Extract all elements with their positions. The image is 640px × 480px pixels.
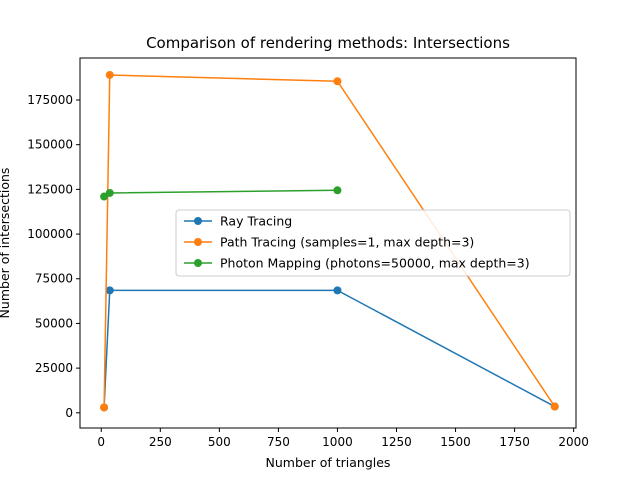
x-tick-label: 1750 [499, 435, 530, 449]
legend-box [175, 209, 571, 277]
data-point [333, 77, 342, 86]
y-tick-label: 75000 [35, 272, 73, 286]
x-tick-label: 1500 [440, 435, 471, 449]
y-axis-label: Number of intersections [0, 168, 12, 319]
y-tick-label: 0 [65, 406, 73, 420]
data-point [333, 286, 342, 295]
y-tick-label: 25000 [35, 361, 73, 375]
x-axis: 0 250 500 750 1000 1250 1500 1750 2000 [97, 428, 589, 449]
x-tick-label: 1250 [381, 435, 412, 449]
data-point [550, 402, 559, 411]
data-point [333, 186, 342, 195]
legend-swatch-marker [194, 217, 202, 225]
y-tick-label: 50000 [35, 316, 73, 330]
x-tick-label: 1000 [322, 435, 353, 449]
legend-swatch-marker [194, 259, 202, 267]
legend-label: Photon Mapping (photons=50000, max depth… [220, 256, 530, 271]
x-tick-label: 2000 [558, 435, 589, 449]
x-tick-label: 250 [149, 435, 172, 449]
data-point [105, 188, 114, 197]
series-2 [100, 186, 342, 201]
y-tick-label: 175000 [27, 93, 73, 107]
x-axis-label: Number of triangles [266, 455, 391, 470]
legend-swatch-marker [194, 238, 202, 246]
legend: Ray Tracing Path Tracing (samples=1, max … [175, 209, 571, 277]
legend-label: Ray Tracing [220, 214, 292, 229]
data-point [105, 286, 114, 295]
legend-label: Path Tracing (samples=1, max depth=3) [220, 235, 474, 250]
data-point [105, 70, 114, 79]
chart-title: Comparison of rendering methods: Interse… [146, 34, 510, 52]
x-tick-label: 750 [267, 435, 290, 449]
x-tick-label: 500 [208, 435, 231, 449]
axes-frame [79, 57, 577, 429]
data-point [100, 403, 109, 412]
y-tick-label: 100000 [27, 227, 73, 241]
series-line [103, 289, 556, 408]
y-axis: 0 25000 50000 75000 100000 125000 150000 175000 [27, 93, 80, 420]
x-tick-label: 0 [97, 435, 105, 449]
y-tick-label: 150000 [27, 138, 73, 152]
y-tick-label: 125000 [27, 182, 73, 196]
